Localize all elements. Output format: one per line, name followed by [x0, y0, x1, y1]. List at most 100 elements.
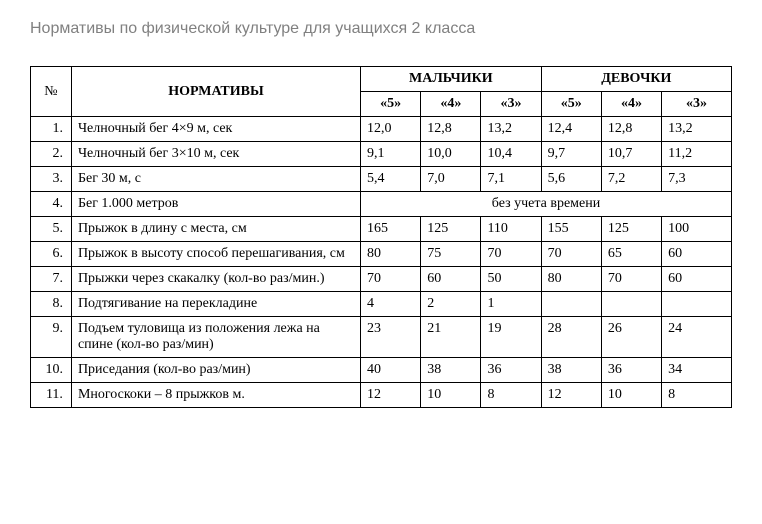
table-row: 1.Челночный бег 4×9 м, сек12,012,813,212…	[31, 117, 732, 142]
cell-b5: 23	[361, 317, 421, 358]
cell-b4: 2	[421, 292, 481, 317]
cell-g5: 5,6	[541, 167, 601, 192]
table-row: 6.Прыжок в высоту способ перешагивания, …	[31, 242, 732, 267]
row-number: 8.	[31, 292, 72, 317]
cell-g5: 155	[541, 217, 601, 242]
cell-b5: 5,4	[361, 167, 421, 192]
cell-g3: 8	[662, 383, 732, 408]
cell-b4: 75	[421, 242, 481, 267]
table-row: 3.Бег 30 м, с5,47,07,15,67,27,3	[31, 167, 732, 192]
row-number: 6.	[31, 242, 72, 267]
row-norm-name: Приседания (кол-во раз/мин)	[71, 358, 360, 383]
table-row: 9.Подъем туловища из положения лежа на с…	[31, 317, 732, 358]
cell-b3: 1	[481, 292, 541, 317]
row-span-note: без учета времени	[361, 192, 732, 217]
row-number: 3.	[31, 167, 72, 192]
cell-g5: 9,7	[541, 142, 601, 167]
col-header-girls-4: «4»	[601, 92, 661, 117]
cell-g5: 28	[541, 317, 601, 358]
cell-g3	[662, 292, 732, 317]
cell-b4: 125	[421, 217, 481, 242]
col-header-girls-3: «3»	[662, 92, 732, 117]
col-header-name: НОРМАТИВЫ	[71, 67, 360, 117]
cell-b5: 9,1	[361, 142, 421, 167]
cell-g5: 38	[541, 358, 601, 383]
cell-b5: 12	[361, 383, 421, 408]
cell-b4: 12,8	[421, 117, 481, 142]
col-header-boys-5: «5»	[361, 92, 421, 117]
cell-b3: 36	[481, 358, 541, 383]
table-body: 1.Челночный бег 4×9 м, сек12,012,813,212…	[31, 117, 732, 408]
cell-g4: 70	[601, 267, 661, 292]
table-row: 2.Челночный бег 3×10 м, сек9,110,010,49,…	[31, 142, 732, 167]
cell-g5: 80	[541, 267, 601, 292]
cell-b4: 38	[421, 358, 481, 383]
row-norm-name: Многоскоки – 8 прыжков м.	[71, 383, 360, 408]
cell-b3: 13,2	[481, 117, 541, 142]
cell-b5: 70	[361, 267, 421, 292]
cell-g4: 26	[601, 317, 661, 358]
cell-g5	[541, 292, 601, 317]
cell-g3: 60	[662, 267, 732, 292]
cell-b5: 12,0	[361, 117, 421, 142]
row-number: 10.	[31, 358, 72, 383]
cell-g4: 10	[601, 383, 661, 408]
row-norm-name: Бег 1.000 метров	[71, 192, 360, 217]
table-row: 4.Бег 1.000 метровбез учета времени	[31, 192, 732, 217]
cell-b4: 21	[421, 317, 481, 358]
row-number: 9.	[31, 317, 72, 358]
row-number: 5.	[31, 217, 72, 242]
table-row: 5.Прыжок в длину с места, см165125110155…	[31, 217, 732, 242]
cell-b5: 165	[361, 217, 421, 242]
cell-g3: 24	[662, 317, 732, 358]
table-row: 10.Приседания (кол-во раз/мин)4038363836…	[31, 358, 732, 383]
cell-b3: 50	[481, 267, 541, 292]
row-norm-name: Подъем туловища из положения лежа на спи…	[71, 317, 360, 358]
row-norm-name: Челночный бег 4×9 м, сек	[71, 117, 360, 142]
row-norm-name: Челночный бег 3×10 м, сек	[71, 142, 360, 167]
col-header-boys-4: «4»	[421, 92, 481, 117]
cell-b5: 80	[361, 242, 421, 267]
row-norm-name: Прыжок в длину с места, см	[71, 217, 360, 242]
table-row: 7.Прыжки через скакалку (кол-во раз/мин.…	[31, 267, 732, 292]
table-header-row-1: № НОРМАТИВЫ МАЛЬЧИКИ ДЕВОЧКИ	[31, 67, 732, 92]
cell-b3: 10,4	[481, 142, 541, 167]
cell-b4: 10	[421, 383, 481, 408]
cell-g5: 12	[541, 383, 601, 408]
row-number: 4.	[31, 192, 72, 217]
cell-g3: 100	[662, 217, 732, 242]
cell-b5: 40	[361, 358, 421, 383]
cell-b3: 8	[481, 383, 541, 408]
cell-g3: 60	[662, 242, 732, 267]
row-number: 7.	[31, 267, 72, 292]
row-number: 11.	[31, 383, 72, 408]
cell-g3: 13,2	[662, 117, 732, 142]
row-number: 1.	[31, 117, 72, 142]
cell-g4: 36	[601, 358, 661, 383]
cell-g4	[601, 292, 661, 317]
row-norm-name: Бег 30 м, с	[71, 167, 360, 192]
col-header-girls-5: «5»	[541, 92, 601, 117]
row-norm-name: Прыжки через скакалку (кол-во раз/мин.)	[71, 267, 360, 292]
row-norm-name: Подтягивание на перекладине	[71, 292, 360, 317]
cell-g4: 10,7	[601, 142, 661, 167]
cell-b4: 60	[421, 267, 481, 292]
cell-g3: 34	[662, 358, 732, 383]
row-number: 2.	[31, 142, 72, 167]
cell-g3: 7,3	[662, 167, 732, 192]
cell-b3: 7,1	[481, 167, 541, 192]
col-header-boys-3: «3»	[481, 92, 541, 117]
col-header-boys: МАЛЬЧИКИ	[361, 67, 542, 92]
cell-b3: 110	[481, 217, 541, 242]
table-row: 8.Подтягивание на перекладине421	[31, 292, 732, 317]
cell-g5: 70	[541, 242, 601, 267]
page-title: Нормативы по физической культуре для уча…	[30, 20, 732, 38]
cell-g4: 125	[601, 217, 661, 242]
cell-g4: 12,8	[601, 117, 661, 142]
cell-g5: 12,4	[541, 117, 601, 142]
standards-table: № НОРМАТИВЫ МАЛЬЧИКИ ДЕВОЧКИ «5» «4» «3»…	[30, 66, 732, 408]
col-header-girls: ДЕВОЧКИ	[541, 67, 731, 92]
cell-g4: 65	[601, 242, 661, 267]
row-norm-name: Прыжок в высоту способ перешагивания, см	[71, 242, 360, 267]
cell-b5: 4	[361, 292, 421, 317]
